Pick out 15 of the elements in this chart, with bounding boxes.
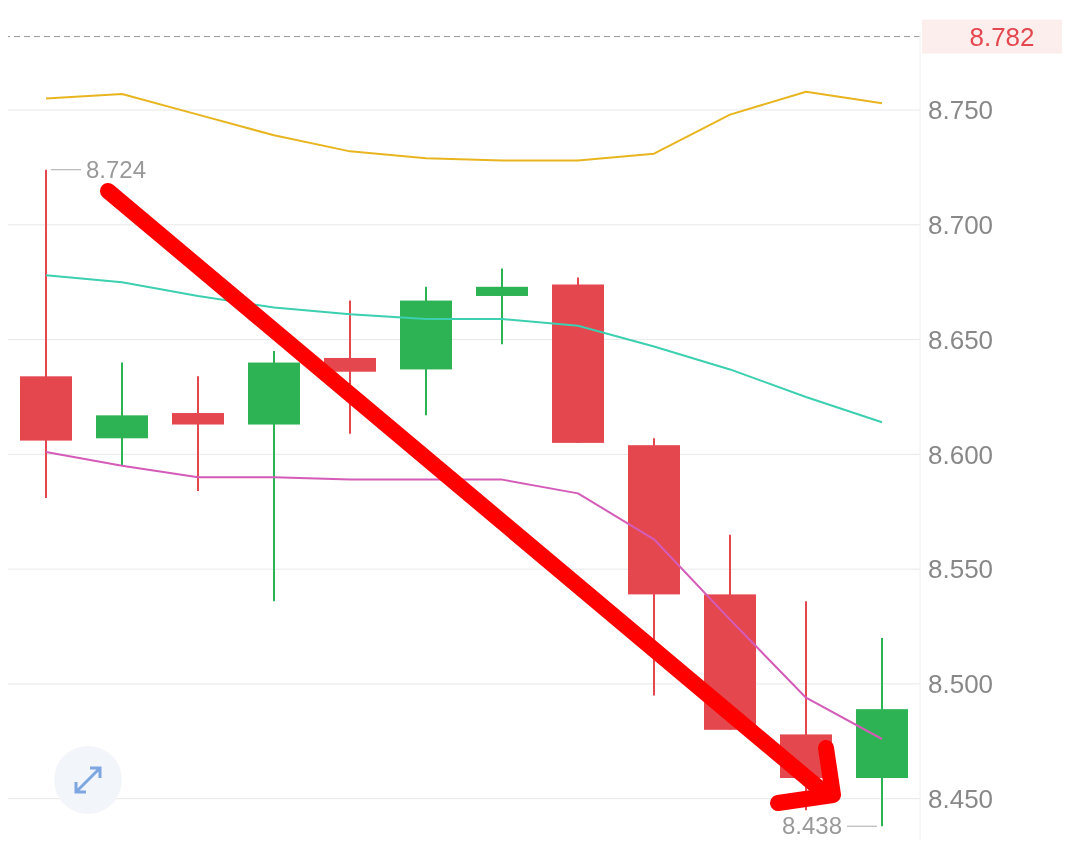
- y-tick-label: 8.600: [928, 439, 994, 470]
- ref-line-label: 8.782: [969, 21, 1035, 52]
- y-tick-label: 8.550: [928, 554, 994, 585]
- line-series: [45, 90, 883, 162]
- y-tick-label: 8.650: [928, 324, 994, 355]
- y-tick-label: 8.750: [928, 95, 994, 126]
- annotation: 8.724: [86, 155, 147, 183]
- y-tick-label: 8.450: [928, 783, 994, 814]
- line-series: [45, 451, 883, 740]
- annotation: 8.438: [781, 812, 842, 840]
- candlestick: [172, 375, 224, 493]
- y-tick-label: 8.700: [928, 210, 994, 241]
- candlestick: [476, 267, 528, 346]
- line-series: [45, 274, 883, 424]
- y-tick-label: 8.500: [928, 669, 994, 700]
